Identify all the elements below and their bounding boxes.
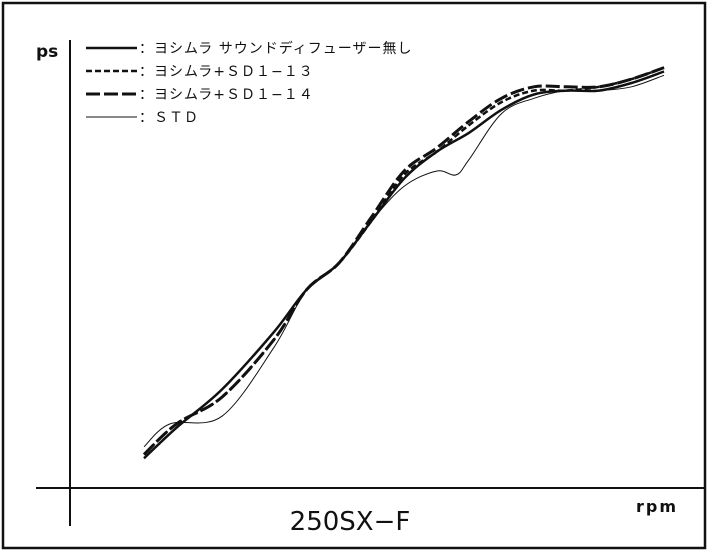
- series-line-3: [142, 66, 665, 456]
- legend-label-1: ：ヨシムラ サウンドディフューザー無し: [139, 40, 413, 57]
- plot-area: [142, 66, 665, 460]
- series-line-4: [143, 74, 665, 448]
- x-axis-label: rpm: [636, 497, 678, 516]
- y-axis-label: ps: [36, 42, 58, 62]
- legend-label-2: ：ヨシムラ+ＳＤ１−１３: [139, 64, 314, 80]
- legend: ：ヨシムラ サウンドディフューザー無し ：ヨシムラ+ＳＤ１−１３ ：ヨシムラ+ＳＤ１…: [86, 40, 413, 126]
- chart-title: 250SX−F: [290, 507, 411, 537]
- legend-label-4: ：ＳＴＤ: [139, 110, 199, 126]
- legend-label-3: ：ヨシムラ+ＳＤ１−１４: [139, 87, 314, 103]
